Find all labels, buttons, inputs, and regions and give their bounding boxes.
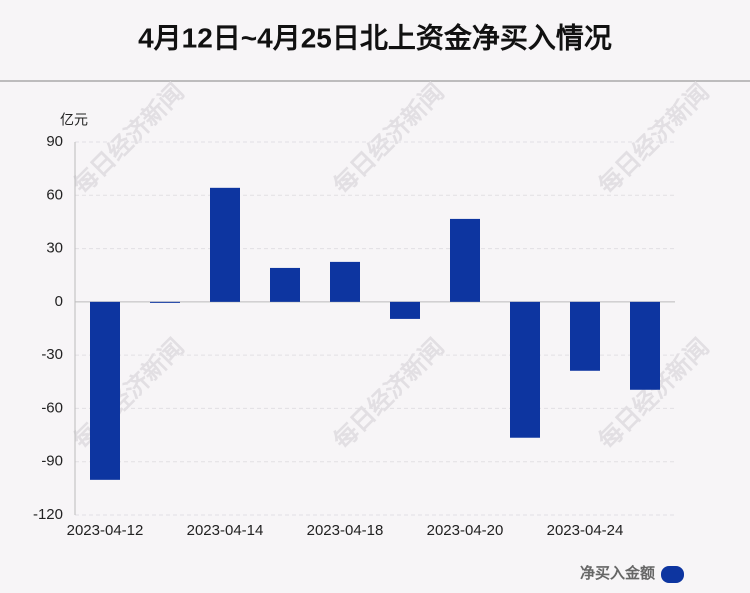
x-tick-label: 2023-04-24 — [547, 522, 624, 539]
y-tick-label: 90 — [46, 133, 63, 150]
y-tick-label: 0 — [55, 293, 63, 310]
x-tick-label: 2023-04-20 — [427, 522, 504, 539]
y-tick-label: -30 — [41, 346, 63, 363]
x-tick-label: 2023-04-12 — [67, 522, 144, 539]
y-axis-unit: 亿元 — [60, 112, 88, 128]
y-tick-label: -60 — [41, 399, 63, 416]
bar — [450, 218, 480, 302]
y-tick-label: -120 — [33, 506, 63, 523]
bar — [210, 187, 240, 302]
x-tick-label: 2023-04-18 — [307, 522, 384, 539]
bar — [270, 267, 300, 302]
bar — [330, 261, 360, 302]
bar — [570, 301, 600, 371]
bar — [90, 301, 120, 480]
y-tick-label: 60 — [46, 186, 63, 203]
bar — [630, 301, 660, 390]
legend-label: 净买入金额 — [580, 564, 655, 582]
y-tick-label: 30 — [46, 240, 63, 257]
bar — [150, 301, 180, 303]
bar — [510, 301, 540, 438]
chart-title: 4月12日~4月25日北上资金净买入情况 — [138, 21, 612, 53]
y-tick-label: -90 — [41, 453, 63, 470]
bar — [390, 301, 420, 319]
x-tick-label: 2023-04-14 — [187, 522, 264, 539]
legend-swatch — [661, 566, 684, 583]
